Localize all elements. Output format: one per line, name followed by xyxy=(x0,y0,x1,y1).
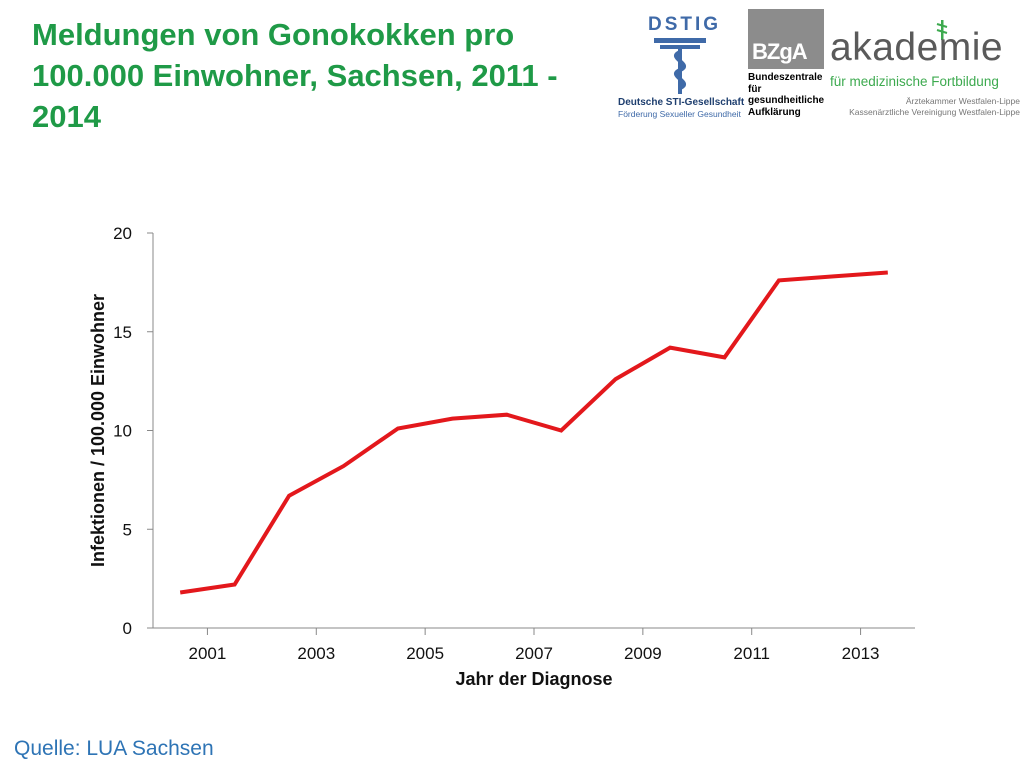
y-tick-label: 15 xyxy=(113,323,132,342)
slide-title: Meldungen von Gonokokken pro 100.000 Ein… xyxy=(32,17,558,134)
bzga-line: Bundeszentrale xyxy=(748,72,823,83)
akademie-logo: akademie für medizinische Fortbildung Är… xyxy=(830,20,1022,126)
staff-of-asclepius-icon xyxy=(936,20,948,40)
akademie-wordmark: akademie xyxy=(830,26,1004,69)
bzga-line: Aufklärung xyxy=(748,106,801,118)
x-tick-label: 2007 xyxy=(515,644,553,663)
y-axis-title: Infektionen / 100.000 Einwohner xyxy=(88,294,108,567)
x-tick-label: 2011 xyxy=(733,644,770,663)
dstig-tagline: Förderung Sexueller Gesundheit xyxy=(618,109,741,119)
bzga-logo: BZgA Bundeszentrale für gesundheitliche … xyxy=(748,9,828,129)
y-tick-label: 10 xyxy=(113,422,132,441)
akademie-org2: Kassenärztliche Vereinigung Westfalen-Li… xyxy=(849,107,1020,117)
y-tick-label: 0 xyxy=(123,619,132,638)
y-tick-label: 5 xyxy=(123,520,132,539)
x-tick-label: 2001 xyxy=(189,644,227,663)
logo-strip: DSTIG Deutsche STI-Gesellschaft Förderun… xyxy=(612,6,1022,130)
bzga-fullname: Bundeszentrale für gesundheitliche Aufkl… xyxy=(748,72,830,118)
series-line xyxy=(179,270,888,595)
akademie-subtitle: für medizinische Fortbildung xyxy=(830,74,999,89)
x-tick-label: 2003 xyxy=(297,644,335,663)
bzga-wordmark: BZgA xyxy=(752,39,808,64)
source-note: Quelle: LUA Sachsen xyxy=(14,737,214,760)
dstig-name: Deutsche STI-Gesellschaft xyxy=(618,97,745,108)
akademie-org1: Ärztekammer Westfalen-Lippe xyxy=(905,96,1020,106)
bzga-line: gesundheitliche xyxy=(748,95,825,106)
dstig-logo: DSTIG Deutsche STI-Gesellschaft Förderun… xyxy=(612,6,744,130)
bzga-badge: BZgA xyxy=(748,9,824,69)
x-axis-title: Jahr der Diagnose xyxy=(455,669,612,689)
caduceus-icon xyxy=(654,38,706,94)
dstig-wordmark: DSTIG xyxy=(648,14,722,35)
x-tick-label: 2013 xyxy=(842,644,880,663)
x-tick-label: 2005 xyxy=(406,644,444,663)
y-tick-label: 20 xyxy=(113,224,132,243)
x-tick-label: 2009 xyxy=(624,644,662,663)
bzga-line: für xyxy=(748,83,762,95)
